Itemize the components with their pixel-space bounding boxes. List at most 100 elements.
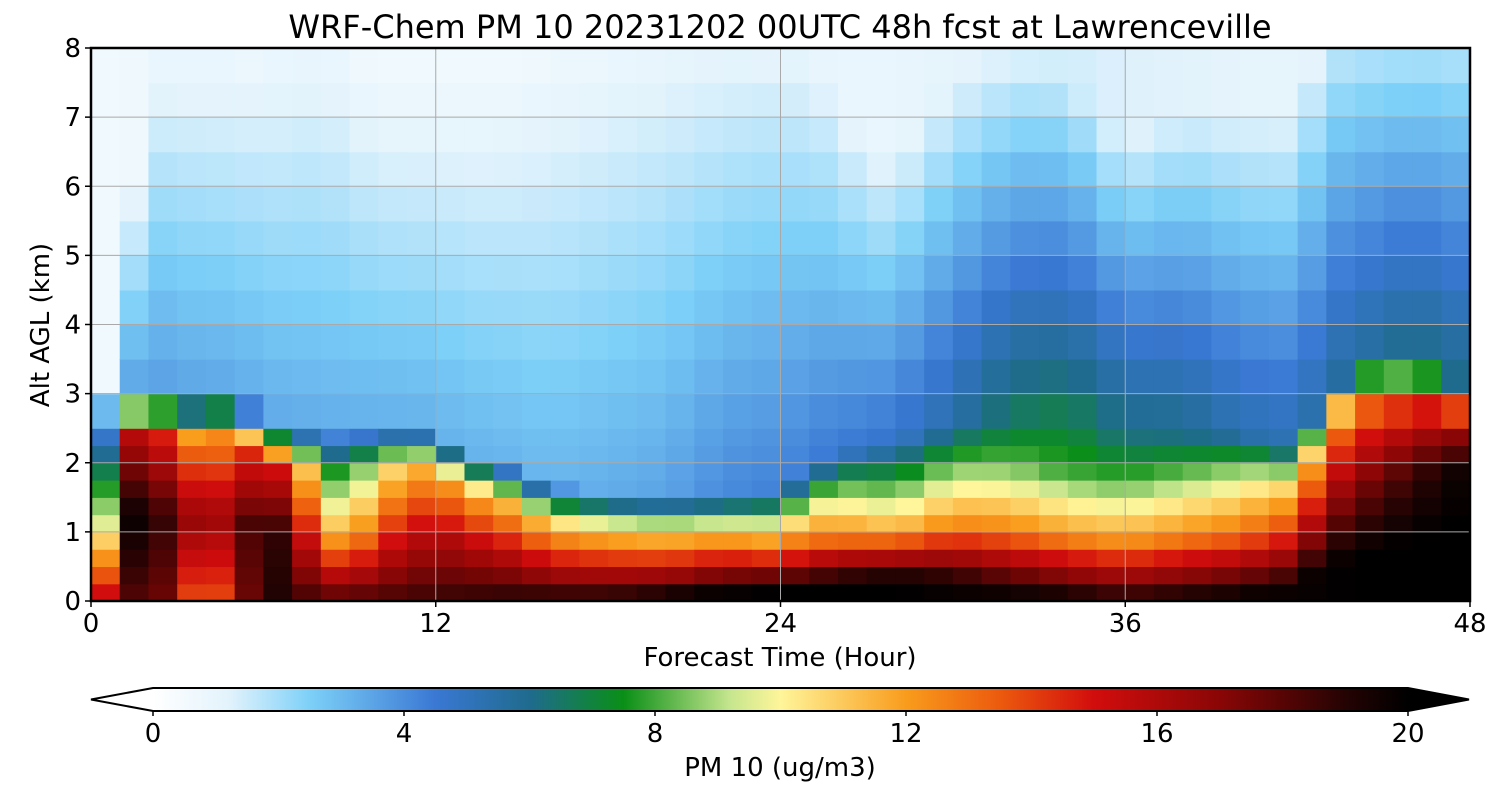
heat-cell bbox=[1240, 583, 1270, 601]
heat-cell bbox=[349, 186, 379, 222]
heat-cell bbox=[924, 480, 954, 498]
heat-cell bbox=[1355, 514, 1385, 533]
heat-cell bbox=[234, 583, 264, 601]
heat-cell bbox=[1039, 359, 1069, 395]
heat-cell bbox=[91, 480, 121, 498]
heat-cell bbox=[780, 220, 810, 256]
heat-cell bbox=[1153, 531, 1184, 550]
heat-cell bbox=[1125, 48, 1155, 84]
heat-cell bbox=[1268, 82, 1299, 118]
heat-cell bbox=[1383, 220, 1414, 256]
heat-cell bbox=[751, 480, 782, 498]
heat-cell bbox=[407, 445, 437, 464]
heat-cell bbox=[292, 566, 322, 585]
heat-cell bbox=[521, 428, 552, 447]
heat-cell bbox=[493, 428, 523, 447]
heat-cell bbox=[435, 359, 466, 395]
heat-cell bbox=[292, 428, 322, 447]
heat-cell bbox=[435, 549, 466, 568]
heat-cell bbox=[550, 428, 580, 447]
heat-cell bbox=[493, 82, 523, 118]
heat-cell bbox=[320, 566, 351, 585]
heat-cell bbox=[866, 445, 897, 464]
heat-cell bbox=[91, 566, 121, 585]
heat-cell bbox=[263, 359, 293, 395]
heat-cell bbox=[177, 428, 207, 447]
heat-cell bbox=[981, 186, 1011, 222]
heat-cell bbox=[378, 255, 408, 291]
y-tick-label: 4 bbox=[64, 311, 81, 341]
heat-cell bbox=[349, 531, 379, 550]
heat-cell bbox=[723, 497, 753, 516]
heat-cell bbox=[1096, 566, 1126, 585]
heat-cell bbox=[1355, 583, 1385, 601]
heat-cell bbox=[694, 186, 724, 222]
heat-cell bbox=[837, 255, 868, 291]
heat-cell bbox=[119, 497, 150, 516]
heat-cell bbox=[579, 583, 609, 601]
heat-cell bbox=[1010, 583, 1040, 601]
heat-cell bbox=[91, 514, 121, 533]
heat-cell bbox=[464, 117, 494, 153]
heat-cell bbox=[1125, 255, 1155, 291]
heat-cell bbox=[723, 462, 753, 481]
heat-cell bbox=[91, 220, 121, 256]
heat-cell bbox=[1039, 220, 1069, 256]
heat-cell bbox=[177, 497, 207, 516]
heat-cell bbox=[1211, 514, 1241, 533]
heat-cell bbox=[91, 117, 121, 153]
heat-cell bbox=[464, 220, 494, 256]
heat-cell bbox=[1297, 220, 1327, 256]
heat-cell bbox=[1010, 445, 1040, 464]
heat-cell bbox=[694, 359, 724, 395]
heat-cell bbox=[378, 445, 408, 464]
heat-cell bbox=[1010, 531, 1040, 550]
heat-cell bbox=[837, 445, 868, 464]
heat-cell bbox=[1412, 462, 1442, 481]
heat-cell bbox=[205, 220, 236, 256]
heat-cell bbox=[177, 462, 207, 481]
heat-cell bbox=[1268, 549, 1299, 568]
heat-cell bbox=[665, 497, 695, 516]
heat-cell bbox=[837, 393, 868, 429]
heat-cell bbox=[837, 480, 868, 498]
heat-cell bbox=[895, 151, 925, 187]
heat-cell bbox=[1039, 117, 1069, 153]
heat-cell bbox=[1096, 462, 1126, 481]
heat-cell bbox=[1010, 255, 1040, 291]
heat-cell bbox=[1067, 462, 1098, 481]
heat-cell bbox=[1010, 549, 1040, 568]
heat-cell bbox=[1268, 393, 1299, 429]
heat-cell bbox=[1211, 255, 1241, 291]
heat-cell bbox=[1125, 480, 1155, 498]
heat-cell bbox=[1383, 289, 1414, 326]
heat-cell bbox=[837, 497, 868, 516]
heat-cell bbox=[349, 289, 379, 326]
heat-cell bbox=[1153, 359, 1184, 395]
heat-cell bbox=[1182, 497, 1213, 516]
heat-cell bbox=[320, 445, 351, 464]
heat-cell bbox=[866, 531, 897, 550]
heat-cell bbox=[378, 549, 408, 568]
heat-cell bbox=[1240, 82, 1270, 118]
heat-cell bbox=[1326, 151, 1356, 187]
heat-cell bbox=[1125, 549, 1155, 568]
heat-cell bbox=[895, 393, 925, 429]
heat-cell bbox=[435, 117, 466, 153]
heat-cell bbox=[263, 531, 293, 550]
heat-cell bbox=[1441, 566, 1470, 585]
heat-cell bbox=[866, 48, 897, 84]
heat-cell bbox=[292, 48, 322, 84]
heat-cell bbox=[263, 151, 293, 187]
heat-cell bbox=[608, 497, 638, 516]
heat-cell bbox=[1297, 359, 1327, 395]
heat-cell bbox=[1326, 497, 1356, 516]
heat-cell bbox=[866, 480, 897, 498]
heat-cell bbox=[780, 514, 810, 533]
heat-cell bbox=[1067, 117, 1098, 153]
heat-cell bbox=[1383, 324, 1414, 360]
heat-cell bbox=[579, 359, 609, 395]
heat-cell bbox=[780, 255, 810, 291]
heat-cell bbox=[809, 82, 839, 118]
heat-cell bbox=[205, 549, 236, 568]
